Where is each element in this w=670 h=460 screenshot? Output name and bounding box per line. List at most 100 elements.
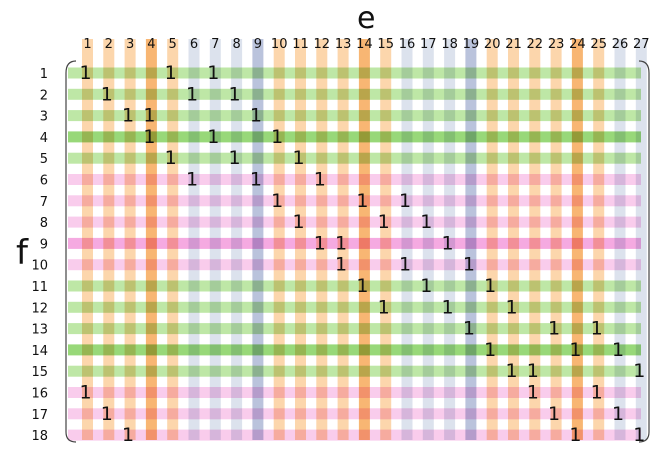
row-label-10: 10: [31, 259, 48, 274]
row-stripe-6: [68, 174, 641, 185]
matrix-entry-r16-c22: 1: [527, 382, 539, 404]
row-stripe-17: [68, 408, 641, 420]
row-label-6: 6: [40, 174, 48, 189]
row-label-16: 16: [31, 387, 48, 402]
row-stripe-15: [68, 365, 641, 377]
row-label-18: 18: [31, 429, 48, 444]
matrix-entry-r17-c26: 1: [612, 403, 624, 425]
row-stripe-16: [68, 387, 641, 398]
matrix-entry-r13-c25: 1: [591, 318, 603, 340]
matrix-entry-r11-c14: 1: [356, 275, 368, 297]
matrix-entry-r12-c21: 1: [505, 296, 517, 318]
matrix-entry-r13-c19: 1: [463, 318, 475, 340]
matrix-entry-r14-c26: 1: [612, 339, 624, 361]
matrix-entry-r8-c17: 1: [420, 211, 432, 233]
row-stripe-3: [68, 110, 641, 122]
column-label-11: 11: [292, 37, 309, 52]
matrix-entry-r8-c11: 1: [292, 211, 304, 233]
matrix-entry-r3-c4: 1: [143, 105, 155, 127]
column-stripe-7: [209, 39, 221, 440]
row-label-4: 4: [40, 131, 48, 146]
row-stripe-13: [68, 323, 641, 335]
column-label-3: 3: [126, 37, 134, 52]
column-stripe-18: [444, 39, 456, 440]
matrix-entry-r6-c6: 1: [186, 169, 198, 191]
row-label-14: 14: [31, 344, 48, 359]
row-stripe-11: [68, 280, 641, 292]
column-stripe-11: [295, 39, 306, 440]
column-label-10: 10: [271, 37, 288, 52]
column-stripe-3: [124, 39, 136, 440]
column-label-8: 8: [232, 37, 240, 52]
column-label-27: 27: [633, 37, 650, 52]
row-stripe-4: [68, 131, 641, 143]
row-label-15: 15: [31, 365, 48, 380]
column-stripe-24: [571, 39, 583, 440]
matrix-entry-r4-c4: 1: [143, 126, 155, 148]
matrix-entry-r17-c2: 1: [101, 403, 113, 425]
matrix-entry-r3-c3: 1: [122, 105, 134, 127]
left-bracket: [65, 60, 77, 443]
row-label-11: 11: [31, 280, 48, 295]
matrix-entry-r10-c16: 1: [399, 254, 411, 276]
column-axis-title: e: [357, 1, 376, 36]
row-stripe-1: [68, 67, 641, 79]
matrix-entry-r2-c8: 1: [229, 83, 241, 105]
right-bracket: [638, 60, 650, 443]
matrix-entry-r12-c18: 1: [442, 296, 454, 318]
matrix-entry-r15-c27: 1: [633, 360, 645, 382]
matrix-entry-r5-c8: 1: [229, 147, 241, 169]
matrix-entry-r13-c23: 1: [548, 318, 560, 340]
row-stripe-14: [68, 344, 641, 356]
column-label-13: 13: [335, 37, 352, 52]
column-label-16: 16: [399, 37, 416, 52]
column-label-7: 7: [211, 37, 219, 52]
row-label-9: 9: [40, 237, 48, 252]
column-label-14: 14: [356, 37, 373, 52]
row-label-3: 3: [40, 110, 48, 125]
matrix-entry-r6-c9: 1: [250, 169, 262, 191]
column-label-18: 18: [441, 37, 458, 52]
matrix-entry-r4-c10: 1: [271, 126, 283, 148]
row-stripe-9: [68, 237, 641, 249]
matrix-entry-r3-c9: 1: [250, 105, 262, 127]
column-label-4: 4: [147, 37, 155, 52]
column-label-17: 17: [420, 37, 437, 52]
row-label-13: 13: [31, 323, 48, 338]
column-stripe-25: [593, 39, 605, 440]
row-stripe-2: [68, 88, 641, 100]
matrix-entry-r17-c23: 1: [548, 403, 560, 425]
row-stripe-18: [68, 429, 641, 441]
column-stripe-8: [231, 39, 243, 440]
matrix-entry-r10-c19: 1: [463, 254, 475, 276]
matrix-entry-r7-c10: 1: [271, 190, 283, 212]
column-label-9: 9: [254, 37, 262, 52]
matrix-entry-r7-c14: 1: [356, 190, 368, 212]
matrix-entry-r4-c7: 1: [207, 126, 219, 148]
matrix-entry-r11-c20: 1: [484, 275, 496, 297]
column-stripe-6: [188, 39, 200, 440]
matrix-entry-r1-c1: 1: [79, 62, 91, 84]
column-label-21: 21: [505, 37, 522, 52]
column-label-2: 2: [105, 37, 113, 52]
matrix-entry-r9-c12: 1: [314, 232, 326, 254]
matrix-entry-r10-c13: 1: [335, 254, 347, 276]
column-stripe-14: [358, 39, 370, 440]
matrix-entry-r6-c12: 1: [314, 169, 326, 191]
row-stripe-8: [68, 216, 641, 228]
column-stripe-16: [401, 39, 413, 440]
matrix-entry-r15-c21: 1: [505, 360, 517, 382]
column-stripe-4: [145, 39, 157, 440]
column-stripe-5: [167, 39, 179, 440]
column-stripe-17: [422, 39, 434, 440]
matrix-entry-r9-c18: 1: [442, 232, 454, 254]
row-label-12: 12: [31, 301, 48, 316]
column-stripe-2: [103, 39, 115, 440]
row-stripe-5: [68, 152, 641, 164]
row-stripe-12: [68, 301, 641, 313]
matrix-entry-r5-c11: 1: [292, 147, 304, 169]
matrix-entry-r1-c5: 1: [165, 62, 177, 84]
column-stripe-20: [486, 39, 498, 440]
matrix-entry-r9-c13: 1: [335, 232, 347, 254]
